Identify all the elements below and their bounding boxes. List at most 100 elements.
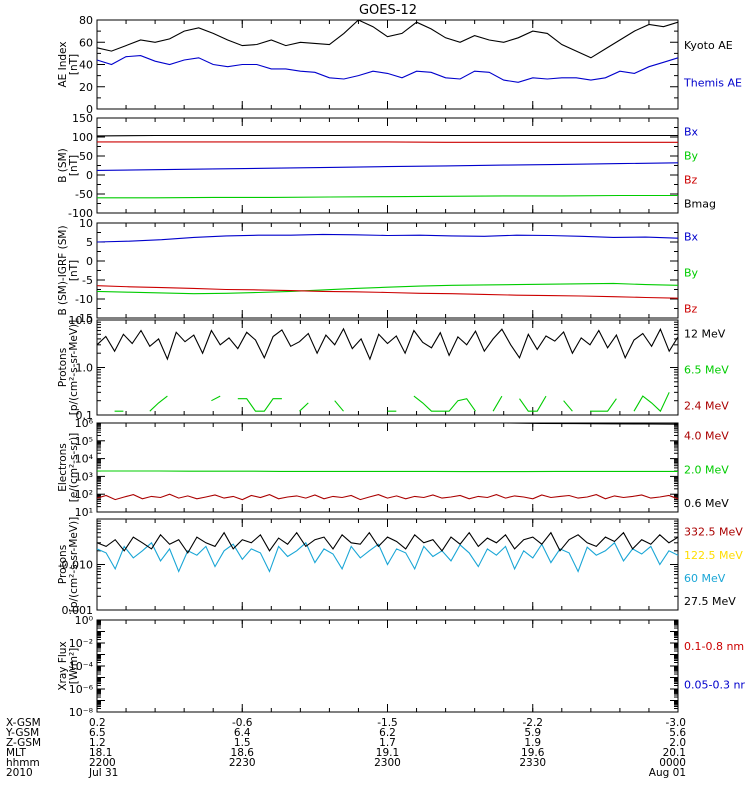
legend-entry: Themis AE [683,76,742,89]
legend-entry: Bz [684,303,698,316]
y-axis-label: Protons [p/(cm²-s-sr-MeV)] [57,320,80,415]
panel-3: -15 -10 -5 0 5 10B (SM)-IGRF (SM) [nT] Bx By Bz [57,217,699,325]
ephemeris-footer: X-GSMY-GSMZ-GSMMLThhmm20100.26.51.218.12… [5,717,686,779]
footer-row-label: hhmm [6,757,40,769]
y-axis-label-line: Protons [57,348,69,387]
y-tick-label: 10⁻⁸ [69,706,94,719]
y-tick-label: -5 [82,274,93,287]
legend-entry: 60 MeV [684,572,726,585]
y-tick-label: 10¹ [75,506,93,519]
footer-row-label: Z-GSM [6,737,41,749]
y-axis-label-line: [nT] [68,155,80,176]
y-axis-label-line: B (SM)-IGRF (SM) [57,225,69,315]
panel-1: 0 20 40 60 80 AE Index [nT] Kyoto AE Themis AE [57,14,742,116]
legend-entry: 0.6 MeV [684,497,729,510]
legend-entry: 12 MeV [684,327,726,340]
footer-value: 1.7 [379,737,396,749]
y-tick-label: 5 [86,236,93,249]
footer-value: 20.1 [663,747,686,759]
footer-value: 5.9 [524,727,541,739]
y-tick-label: 10⁻⁶ [69,683,94,696]
footer-value: 2300 [374,757,401,769]
y-tick-label: 10² [75,488,93,501]
y-axis-label: B (SM) [nT] [57,148,80,182]
legend-entry: Bx [684,230,699,243]
footer-value: 2.0 [669,737,686,749]
footer-value: Aug 01 [649,767,686,779]
footer-value: 5.6 [669,727,686,739]
legend-entry: 332.5 MeV [684,526,743,539]
y-tick-label: 10⁵ [75,435,93,448]
legend-entry: 0.05-0.3 nr [684,678,745,691]
y-tick-label: 0 [86,169,93,182]
legend-entry: Kyoto AE [684,39,733,52]
y-tick-label: 0.001 [62,604,94,617]
y-tick-label: 10⁶ [75,417,94,430]
y-axis-label-line: [e/(cm²-s-sr)] [68,433,80,502]
legend-entry: By [684,266,699,279]
legend-entry: 27.5 MeV [684,595,736,608]
footer-value: Jul 31 [88,767,118,779]
series-line-bx [96,162,679,171]
panel-7: 10⁻⁸ 10⁻⁶ 10⁻⁴ 10⁻² 10⁰ Xray Flux [W/m²] 0.1-0.… [57,614,745,719]
footer-row-label: 2010 [6,767,33,779]
panel-frame [96,19,679,110]
y-axis-label-line: [p/(cm²-s-sr-MeV)] [68,320,80,415]
legend-entry: 2.0 MeV [684,463,729,476]
y-tick-label: 10³ [75,470,93,483]
y-tick-label: 10⁰ [75,614,94,627]
y-tick-label: -15 [75,312,93,325]
y-axis-label: Xray Flux [W/m²] [57,641,80,690]
y-tick-label: 50 [79,150,93,163]
footer-value: -3.0 [666,717,687,729]
y-tick-label: -10 [75,293,93,306]
footer-value: 6.2 [379,727,396,739]
footer-value: 0000 [659,757,686,769]
footer-value: 19.6 [521,747,545,759]
y-tick-label: 150 [72,112,93,125]
footer-value: 6.5 [89,727,106,739]
legend-entry: By [684,149,699,162]
series-line-kyoto-ae [96,19,679,59]
series-line-bx [96,233,679,243]
legend-entry: Bx [684,125,699,138]
y-axis-label-line: [W/m²] [68,648,80,685]
panel-frame [96,619,679,713]
series-line-4-0-mev [96,493,679,501]
y-tick-label: 0 [86,255,93,268]
footer-value: 1.5 [234,737,251,749]
footer-value: 2200 [89,757,116,769]
legend-entry: 2.4 MeV [684,400,729,413]
panel-2: -100 -50 0 50 100 150 B (SM) [nT] Bx By Bz Bmag [57,112,716,220]
series-line-60-mev [96,541,679,573]
footer-row-label: Y-GSM [5,727,39,739]
panel-frame [96,222,679,319]
legend-entry: 6.5 MeV [684,363,729,376]
footer-value: 18.1 [89,747,112,759]
footer-value: -2.2 [523,717,544,729]
footer-value: 6.4 [234,727,251,739]
series-line-bz [96,285,679,299]
footer-value: 0.2 [89,717,106,729]
footer-value: 18.6 [231,747,255,759]
y-tick-label: 10.0 [69,314,94,327]
y-tick-label: 0 [86,103,93,116]
y-tick-label: 10⁻² [69,637,93,650]
legend-entry: Bmag [684,198,716,211]
series-line-2-0-mev [97,470,678,473]
y-tick-label: 10⁴ [75,453,94,466]
footer-value: -1.5 [377,717,398,729]
legend-entry: 4.0 MeV [684,429,729,442]
y-axis-label: B (SM)-IGRF (SM) [nT] [57,225,80,315]
y-tick-label: 10 [79,217,93,230]
series-line-0-6-mev [97,422,679,425]
y-axis-label-line: B (SM) [57,148,69,182]
y-tick-label: 80 [79,14,93,27]
footer-row-label: X-GSM [6,717,41,729]
legend-entry: Bz [684,173,698,186]
y-axis-label: Protons [p/(cm²-s-sr-MeV)] [57,517,80,612]
y-axis-label-line: [nT] [68,54,80,75]
series-line-27-5-mev [96,531,679,554]
